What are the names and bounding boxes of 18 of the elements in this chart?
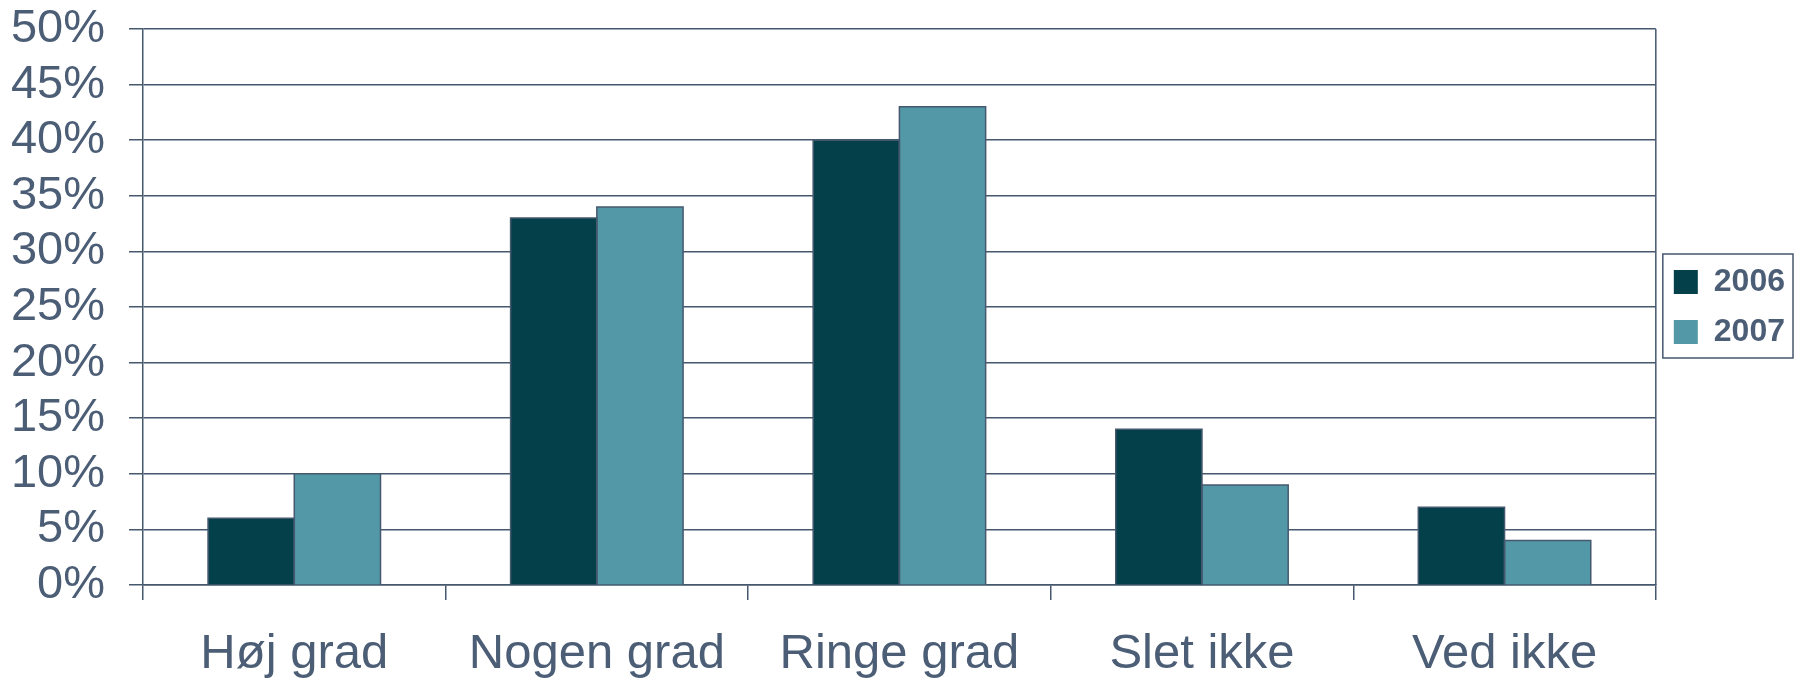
x-tick-label: Nogen grad	[468, 624, 725, 679]
legend-label: 2007	[1713, 311, 1785, 348]
x-tick-label: Ved ikke	[1411, 624, 1598, 679]
y-tick-label: 30%	[10, 221, 105, 275]
legend-label: 2006	[1713, 261, 1785, 298]
y-tick-label: 0%	[37, 554, 105, 608]
x-tick-label: Ringe grad	[779, 624, 1020, 679]
y-tick-label: 50%	[10, 0, 105, 52]
y-tick-label: 15%	[10, 388, 105, 442]
y-tick-label: 40%	[10, 110, 105, 164]
y-tick-label: 20%	[10, 332, 105, 386]
x-tick-label: Slet ikke	[1109, 624, 1295, 679]
y-tick-label: 35%	[10, 165, 105, 219]
y-tick-label: 5%	[37, 499, 105, 553]
y-tick-label: 10%	[10, 443, 105, 497]
y-tick-label: 45%	[10, 54, 105, 108]
x-tick-label: Høj grad	[200, 624, 389, 679]
y-tick-label: 25%	[10, 276, 105, 330]
